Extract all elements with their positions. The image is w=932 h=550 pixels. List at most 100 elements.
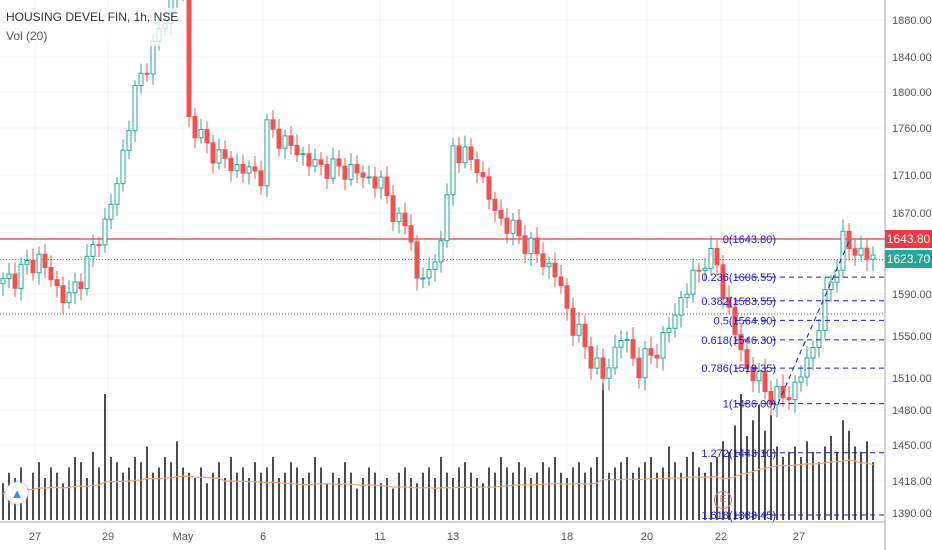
candle-body: [462, 146, 468, 164]
candle-body: [402, 212, 408, 227]
candle-body: [54, 279, 60, 287]
candle-body: [816, 329, 822, 349]
candle-body: [204, 129, 210, 144]
earnings-event-marker[interactable]: E: [714, 491, 732, 509]
candle-body: [714, 248, 720, 266]
candle-body: [654, 354, 660, 359]
candle-body: [768, 391, 774, 405]
candle-body: [858, 247, 864, 256]
candle-body: [12, 273, 18, 289]
candle-body: [636, 357, 642, 379]
candle-body: [744, 349, 750, 368]
candle-body: [720, 264, 726, 299]
candle-body: [456, 145, 462, 164]
fib-level-label: 0.786(1519.35): [701, 363, 776, 375]
candle-body: [672, 314, 678, 329]
candle-body: [252, 166, 258, 172]
candle-body: [324, 164, 330, 179]
candle-body: [690, 269, 696, 295]
candle-body: [834, 269, 840, 283]
y-tick-label: 1418.00: [892, 476, 932, 488]
candle-body: [438, 240, 444, 263]
candle-body: [786, 397, 792, 401]
candle-body: [648, 348, 654, 356]
fib-level-label: 0(1643.80): [723, 234, 776, 246]
candle-body: [84, 255, 90, 290]
candle-body: [468, 146, 474, 161]
candle-body: [588, 346, 594, 369]
volume-ma-line: [2, 459, 874, 495]
y-tick-label: 1480.00: [892, 405, 932, 417]
y-tick-label: 1510.00: [892, 373, 932, 385]
candle-body: [198, 129, 204, 139]
candle-body: [552, 262, 558, 278]
candle-body: [852, 248, 858, 256]
candle-body: [102, 218, 108, 246]
candle-body: [120, 149, 126, 185]
candle-body: [240, 164, 246, 174]
candle-body: [666, 327, 672, 333]
candle-body: [72, 281, 78, 294]
candle-body: [750, 366, 756, 382]
candle-body: [30, 259, 36, 274]
candle-body: [330, 158, 336, 179]
candle-body: [42, 253, 48, 269]
candle-body: [228, 157, 234, 172]
candle-body: [576, 323, 582, 336]
x-tick-label: May: [173, 531, 194, 543]
candle-body: [150, 40, 156, 75]
y-tick-label: 1800.00: [892, 87, 932, 99]
y-tick-label: 1840.00: [892, 52, 932, 64]
candle-body: [594, 357, 600, 369]
candle-body: [630, 339, 636, 359]
candle-body: [540, 253, 546, 268]
candle-body: [366, 176, 372, 179]
candle-body: [396, 212, 402, 223]
tradingview-logo-icon[interactable]: ▲: [6, 482, 28, 504]
candle-body: [516, 219, 522, 237]
candle-body: [258, 170, 264, 187]
candle-body: [222, 149, 228, 159]
candle-body: [684, 293, 690, 299]
volume-indicator-label[interactable]: Vol (20): [6, 27, 179, 46]
fib-level-label: 0.5(1564.90): [714, 315, 776, 327]
candle-body: [450, 145, 456, 196]
symbol-title[interactable]: HOUSING DEVEL FIN, 1h, NSE: [6, 8, 179, 27]
candle-body: [108, 203, 114, 220]
y-tick-label: 1550.00: [892, 331, 932, 343]
candle-body: [474, 159, 480, 174]
candle-body: [642, 348, 648, 379]
candle-body: [96, 243, 102, 246]
x-tick-label: 27: [29, 531, 41, 543]
candle-body: [774, 386, 780, 405]
candle-body: [492, 198, 498, 211]
candle-body: [48, 267, 54, 281]
candle-body: [558, 276, 564, 287]
candle-body: [756, 370, 762, 382]
high-price-tag: 1643.80: [885, 230, 932, 248]
fib-level-label: 0.618(1546.30): [701, 335, 776, 347]
candle-body: [606, 367, 612, 379]
candle-body: [432, 261, 438, 270]
candle-body: [426, 268, 432, 279]
candle-body: [822, 289, 828, 331]
candle-body: [486, 176, 492, 200]
candle-body: [132, 85, 138, 132]
candle-body: [288, 135, 294, 146]
x-tick-label: 29: [102, 531, 114, 543]
candle-body: [420, 277, 426, 280]
candle-body: [192, 116, 198, 139]
y-tick-label: 1590.00: [892, 289, 932, 301]
x-tick-label: 22: [715, 531, 727, 543]
candle-body: [390, 195, 396, 223]
candle-body: [804, 357, 810, 378]
candle-body: [312, 159, 318, 167]
candle-body: [528, 237, 534, 255]
candle-body: [534, 237, 540, 255]
fib-level-label: 1.272(1443.10): [701, 448, 776, 460]
y-tick-label: 1670.00: [892, 208, 932, 220]
candle-body: [186, 0, 192, 118]
candle-body: [306, 153, 312, 167]
candle-body: [678, 297, 684, 316]
